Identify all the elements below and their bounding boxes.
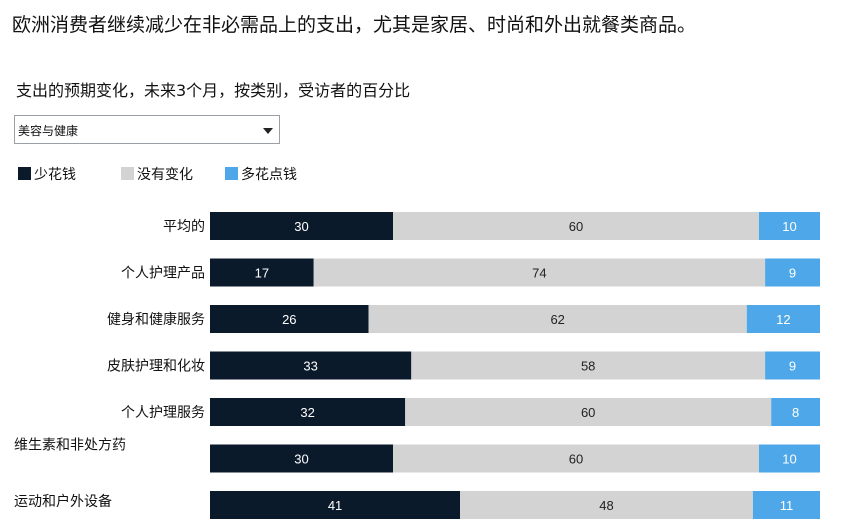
data-label-more: 10 bbox=[782, 452, 796, 467]
data-label-less: 17 bbox=[255, 266, 269, 281]
data-label-less: 41 bbox=[328, 498, 342, 513]
bar-segment-less bbox=[210, 212, 393, 240]
bar-segment-less bbox=[210, 444, 393, 473]
bar-segment-less bbox=[210, 398, 406, 426]
legend-swatch-more bbox=[225, 167, 238, 180]
bar-segment-less bbox=[210, 351, 412, 380]
bar-segment-less bbox=[210, 491, 461, 519]
data-label-no-change: 62 bbox=[550, 312, 564, 327]
legend-label-more: 多花点钱 bbox=[241, 167, 297, 183]
data-label-less: 26 bbox=[282, 312, 296, 327]
legend-swatch-no-change bbox=[121, 167, 134, 180]
bar-segment-less bbox=[210, 258, 314, 287]
category-label: 平均的 bbox=[163, 219, 205, 235]
category-label: 个人护理服务 bbox=[121, 405, 205, 421]
bar-segment-no-change bbox=[313, 258, 766, 287]
data-label-more: 8 bbox=[792, 405, 799, 420]
category-label: 皮肤护理和化妆 bbox=[107, 359, 205, 375]
bar-segment-more bbox=[746, 305, 820, 333]
bar-segment-more bbox=[759, 444, 820, 473]
chart-title: 欧洲消费者继续减少在非必需品上的支出，尤其是家居、时尚和外出就餐类商品。 bbox=[12, 14, 697, 36]
data-label-less: 33 bbox=[303, 359, 317, 374]
data-label-no-change: 60 bbox=[569, 219, 583, 234]
data-label-no-change: 48 bbox=[599, 498, 613, 513]
category-label: 健身和健康服务 bbox=[107, 311, 205, 328]
bar-segment-no-change bbox=[405, 398, 772, 426]
bar-segment-more bbox=[752, 491, 820, 519]
bar-segment-no-change bbox=[460, 491, 753, 519]
bar-segment-less bbox=[210, 305, 369, 333]
data-label-less: 30 bbox=[294, 219, 308, 234]
category-label: 维生素和非处方药 bbox=[14, 438, 126, 454]
data-label-more: 12 bbox=[776, 312, 790, 327]
bar-segment-no-change bbox=[411, 351, 766, 380]
bar-segment-no-change bbox=[393, 444, 759, 473]
data-label-no-change: 60 bbox=[569, 452, 583, 467]
bar-segment-more bbox=[765, 351, 820, 380]
legend-label-less: 少花钱 bbox=[34, 167, 76, 183]
bar-segment-no-change bbox=[368, 305, 747, 333]
data-label-more: 10 bbox=[782, 219, 796, 234]
legend-label-no-change: 没有变化 bbox=[137, 167, 193, 183]
chevron-down-icon bbox=[263, 128, 273, 134]
bar-segment-more bbox=[759, 212, 820, 240]
data-label-more: 9 bbox=[789, 359, 796, 374]
bar-segment-more bbox=[765, 258, 820, 287]
category-label: 运动和户外设备 bbox=[14, 493, 112, 510]
data-label-more: 11 bbox=[780, 498, 794, 513]
category-dropdown[interactable]: 美容与健康 bbox=[14, 115, 280, 144]
data-label-no-change: 60 bbox=[581, 405, 595, 420]
category-label: 个人护理产品 bbox=[121, 266, 205, 282]
dropdown-selected-value: 美容与健康 bbox=[18, 124, 79, 138]
data-label-no-change: 74 bbox=[532, 266, 546, 281]
data-label-less: 30 bbox=[294, 452, 308, 467]
data-label-less: 32 bbox=[300, 405, 314, 420]
data-label-more: 9 bbox=[789, 266, 796, 281]
bar-segment-no-change bbox=[393, 212, 759, 240]
stacked-bar-chart: 平均的 30 60 10 个人护理产品 17 74 9 健身和健康服务 26 62 12 皮肤护理和化妆… bbox=[14, 212, 820, 519]
chart-subtitle: 支出的预期变化，未来3个月，按类别，受访者的百分比 bbox=[16, 81, 411, 100]
data-label-no-change: 58 bbox=[581, 359, 595, 374]
legend-swatch-less bbox=[18, 167, 31, 180]
bar-segment-more bbox=[771, 398, 820, 426]
